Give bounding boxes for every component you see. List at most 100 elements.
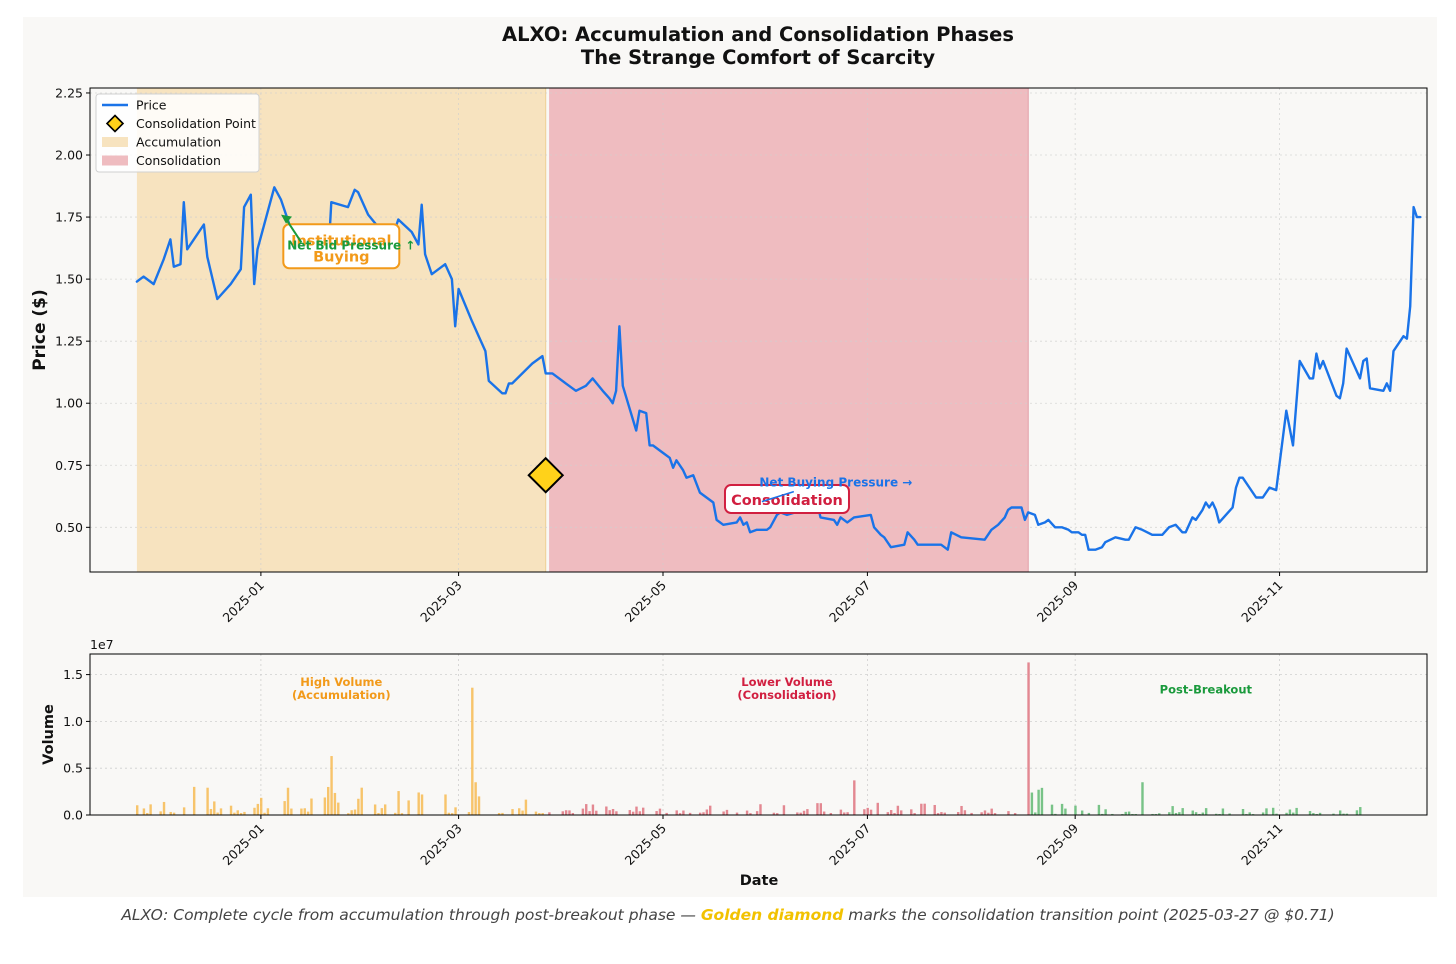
chart-subtitle: The Strange Comfort of Scarcity <box>581 46 935 69</box>
volume-bar <box>1288 809 1292 815</box>
volume-bar <box>450 813 454 815</box>
volume-bar <box>447 812 451 815</box>
volume-bar <box>1345 813 1349 815</box>
volume-bar <box>548 812 551 815</box>
volume-xlabel: Date <box>740 873 779 889</box>
volume-bar <box>755 811 759 815</box>
volume-bar <box>1221 808 1225 815</box>
annotation-bid-arrowhead <box>281 214 292 224</box>
volume-bar <box>722 811 725 815</box>
volume-xtick-label: 2025-01 <box>219 821 267 869</box>
annotation-net-buying: Net Buying Pressure → <box>759 476 912 490</box>
price-legend: Price Consolidation Point Accumulation Cons… <box>95 93 260 173</box>
volume-bar <box>1241 808 1245 815</box>
price-axes: 0.50 0.75 1.00 1.25 1.50 1.75 2.00 2.25 2025-01 2… <box>30 85 1428 626</box>
volume-bar <box>960 805 963 815</box>
volume-bar <box>1054 813 1057 815</box>
volume-bar <box>1030 792 1034 815</box>
price-ytick-label: 1.50 <box>55 272 83 287</box>
volume-bar <box>400 813 404 815</box>
volume-bar <box>323 797 327 815</box>
consolidation-point-marker <box>527 456 565 494</box>
volume-bar <box>772 812 776 815</box>
volume-bar <box>169 811 172 815</box>
legend-frame <box>95 93 260 173</box>
volume-bar <box>383 804 387 815</box>
volume-bar <box>615 811 618 815</box>
volume-bar <box>216 812 219 815</box>
volume-bar <box>521 810 524 815</box>
price-xtick-label: 2025-03 <box>417 578 465 626</box>
volume-bar <box>303 808 306 815</box>
volume-bar <box>990 808 993 815</box>
price-ytick-label: 2.00 <box>55 148 83 163</box>
volume-bar <box>993 813 997 815</box>
volume-bar <box>983 810 987 815</box>
volume-bar <box>206 787 209 815</box>
volume-bar <box>910 809 913 815</box>
volume-bar <box>628 810 632 815</box>
volume-bar <box>782 805 786 815</box>
legend-swatch-diamond <box>105 114 125 133</box>
volume-bar <box>709 805 712 815</box>
volume-bar <box>1034 812 1037 815</box>
volume-bar <box>534 811 538 815</box>
volume-bar <box>561 811 564 815</box>
volume-bar <box>1271 807 1275 815</box>
volume-bar <box>923 803 926 815</box>
volume-bar <box>839 809 843 815</box>
volume-bar <box>1338 810 1342 815</box>
volume-bar <box>1355 810 1359 815</box>
volume-bar <box>283 801 286 815</box>
volume-bar <box>1204 808 1208 815</box>
volume-bar <box>417 792 420 815</box>
price-series-line <box>135 186 1422 551</box>
volume-bar <box>1168 812 1171 815</box>
volume-bar <box>876 802 879 815</box>
volume-bar <box>1074 805 1077 815</box>
volume-bar <box>1198 813 1201 815</box>
volume-bar <box>360 787 363 815</box>
volume-xtick-label: 2025-05 <box>622 821 670 869</box>
chart-title: ALXO: Accumulation and Consolidation Pha… <box>502 23 1014 46</box>
annotation-consolidation-label: Consolidation <box>731 493 843 509</box>
volume-bar <box>1308 811 1312 815</box>
volume-bar <box>219 808 223 815</box>
price-xtick-label: 2025-11 <box>1238 578 1286 626</box>
volume-bar <box>799 812 802 815</box>
volume-bar <box>209 808 213 815</box>
volume-bar <box>1080 810 1084 815</box>
volume-bar <box>1194 812 1198 815</box>
volume-annotation-red-line2: (Consolidation) <box>737 688 836 702</box>
volume-bar <box>397 791 400 815</box>
volume-xtick-label: 2025-09 <box>1034 820 1082 868</box>
volume-ytick-label: 1.0 <box>63 714 83 729</box>
volume-bar <box>327 786 330 815</box>
price-ytick-label: 0.75 <box>55 458 83 473</box>
volume-bar <box>608 810 611 815</box>
volume-bar <box>886 812 890 815</box>
annotation-consolidation-box <box>723 484 850 515</box>
price-xtick-label: 2025-05 <box>622 578 670 626</box>
volume-bar <box>970 812 973 815</box>
volume-bar <box>256 803 260 815</box>
volume-bar <box>749 813 752 815</box>
volume-bar <box>511 809 514 815</box>
volume-bar <box>263 812 266 815</box>
annotation-bid-arrow <box>284 217 303 243</box>
volume-bar <box>1342 813 1345 815</box>
volume-bar <box>943 812 946 815</box>
volume-xtick-label: 2025-11 <box>1238 821 1286 869</box>
volume-bar <box>963 810 967 815</box>
legend-entry-label: Consolidation <box>136 153 221 168</box>
volume-bar <box>333 792 337 815</box>
legend-swatch-accumulation <box>102 137 128 147</box>
volume-bar <box>1248 812 1251 815</box>
volume-bar <box>896 805 900 815</box>
volume-bar <box>1218 813 1221 815</box>
volume-bar <box>1007 811 1010 815</box>
volume-bar <box>936 813 940 815</box>
volume-bar <box>641 807 645 815</box>
volume-bar <box>581 808 585 815</box>
volume-bar <box>172 812 176 815</box>
